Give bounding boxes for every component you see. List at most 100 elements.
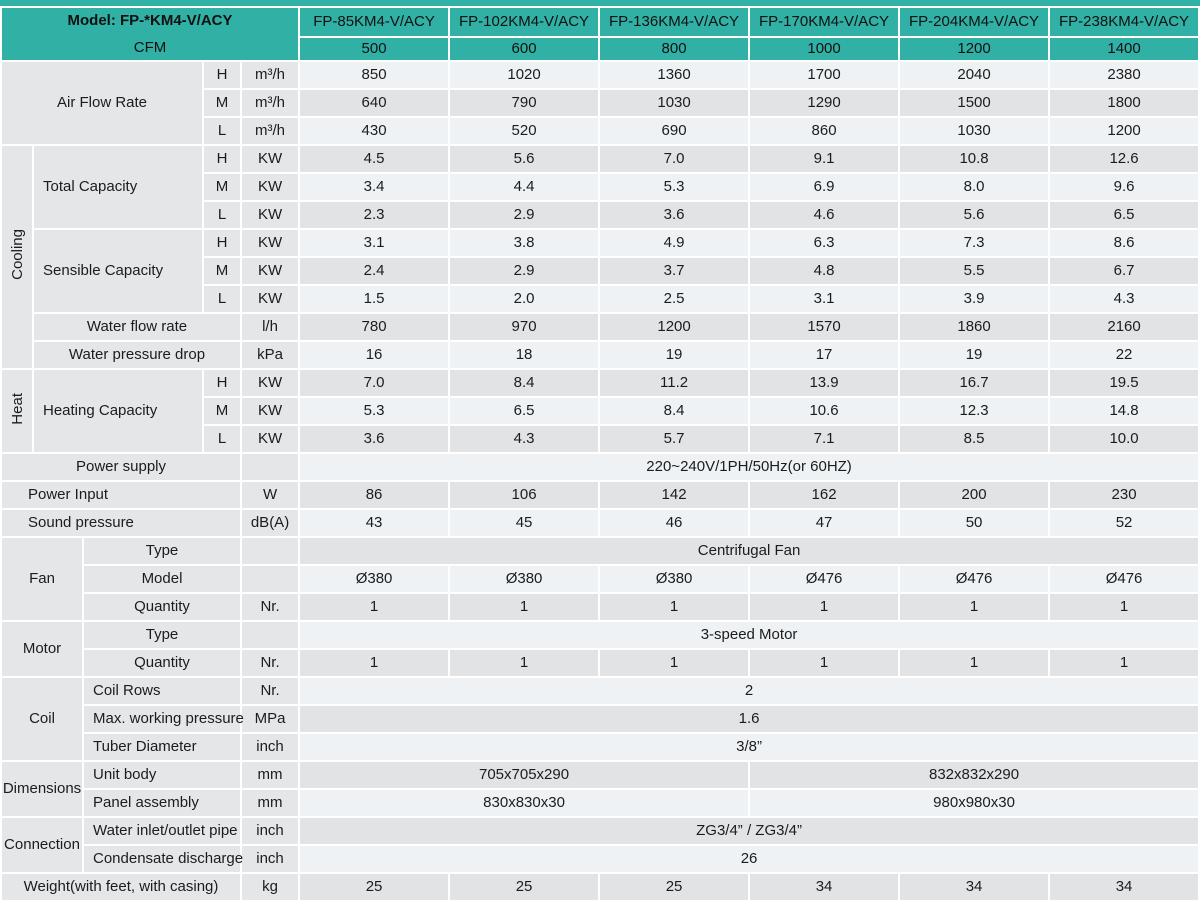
unit-cell: KW — [242, 202, 299, 228]
value-cell: 17 — [750, 342, 899, 368]
row-label: M — [204, 258, 240, 284]
value-cell: 12.3 — [900, 398, 1049, 424]
value-cell: 9.1 — [750, 146, 899, 172]
value-cell: 9.6 — [1050, 174, 1199, 200]
row-label: Condensate discharge — [84, 846, 243, 872]
cfm-header: 1200 — [900, 38, 1049, 60]
value-cell: 5.3 — [600, 174, 749, 200]
value-cell: 5.5 — [900, 258, 1049, 284]
value-cell: 3.6 — [300, 426, 449, 452]
value-cell: 2.0 — [450, 286, 599, 312]
row-label: L — [204, 426, 240, 452]
unit-cell: kg — [242, 874, 299, 900]
value-cell: 4.8 — [750, 258, 899, 284]
value-cell: 1030 — [900, 118, 1049, 144]
value-cell: 6.7 — [1050, 258, 1199, 284]
value-cell: 8.4 — [450, 370, 599, 396]
value-cell: 5.7 — [600, 426, 749, 452]
value-cell: 8.6 — [1050, 230, 1199, 256]
row-label: Unit body — [84, 762, 240, 788]
row-label: H — [204, 62, 240, 88]
value-cell: 3.4 — [300, 174, 449, 200]
unit-cell: kPa — [242, 342, 299, 368]
value-cell: 2.3 — [300, 202, 449, 228]
value-cell: 50 — [900, 510, 1049, 536]
row-label: Sensible Capacity — [34, 230, 202, 312]
cfm-label: CFM — [133, 38, 167, 56]
value-cell: 43 — [300, 510, 449, 536]
row-label: H — [204, 146, 240, 172]
group-label: Cooling — [2, 146, 32, 368]
value-cell: 1.6 — [300, 706, 1199, 732]
value-cell: 46 — [600, 510, 749, 536]
value-cell: 832x832x290 — [750, 762, 1199, 788]
value-cell: 34 — [900, 874, 1049, 900]
value-cell: 220~240V/1PH/50Hz(or 60HZ) — [300, 454, 1199, 480]
value-cell: 790 — [450, 90, 599, 116]
value-cell: 142 — [600, 482, 749, 508]
value-cell: 640 — [300, 90, 449, 116]
unit-cell: inch — [242, 734, 299, 760]
row-label: Total Capacity — [34, 146, 202, 228]
value-cell: 3.1 — [750, 286, 899, 312]
value-cell: 2.9 — [450, 258, 599, 284]
column-header: FP-204KM4-V/ACY — [900, 8, 1049, 36]
value-cell: 7.0 — [300, 370, 449, 396]
top-accent-bar — [0, 0, 1200, 6]
value-cell: 4.5 — [300, 146, 449, 172]
unit-cell — [242, 454, 299, 480]
value-cell: 162 — [750, 482, 899, 508]
value-cell: 980x980x30 — [750, 790, 1199, 816]
value-cell: 10.8 — [900, 146, 1049, 172]
value-cell: 1500 — [900, 90, 1049, 116]
value-cell: 3-speed Motor — [300, 622, 1199, 648]
value-cell: 3/8” — [300, 734, 1199, 760]
value-cell: 1200 — [600, 314, 749, 340]
value-cell: 1800 — [1050, 90, 1199, 116]
value-cell: 25 — [450, 874, 599, 900]
row-label: Sound pressure — [2, 510, 240, 536]
unit-cell: KW — [242, 174, 299, 200]
unit-cell: KW — [242, 370, 299, 396]
value-cell: 3.8 — [450, 230, 599, 256]
row-label: L — [204, 118, 240, 144]
value-cell: 25 — [600, 874, 749, 900]
value-cell: 19 — [600, 342, 749, 368]
group-label: Motor — [2, 622, 82, 676]
value-cell: 1 — [1050, 650, 1199, 676]
row-label: M — [204, 174, 240, 200]
value-cell: 690 — [600, 118, 749, 144]
value-cell: 1 — [450, 650, 599, 676]
value-cell: 106 — [450, 482, 599, 508]
unit-cell: KW — [242, 426, 299, 452]
table-title-cell: Model: FP-*KM4-V/ACY CFM — [2, 8, 299, 60]
value-cell: 4.6 — [750, 202, 899, 228]
value-cell: 6.5 — [1050, 202, 1199, 228]
value-cell: 18 — [450, 342, 599, 368]
value-cell: 6.9 — [750, 174, 899, 200]
value-cell: 1 — [300, 650, 449, 676]
value-cell: 4.4 — [450, 174, 599, 200]
unit-cell: KW — [242, 258, 299, 284]
column-header: FP-170KM4-V/ACY — [750, 8, 899, 36]
value-cell: 3.7 — [600, 258, 749, 284]
row-label: Weight(with feet, with casing) — [2, 874, 240, 900]
value-cell: 1020 — [450, 62, 599, 88]
unit-cell: mm — [242, 762, 299, 788]
column-header: FP-136KM4-V/ACY — [600, 8, 749, 36]
value-cell: 12.6 — [1050, 146, 1199, 172]
value-cell: 10.6 — [750, 398, 899, 424]
unit-cell: mm — [242, 790, 299, 816]
value-cell: 2.5 — [600, 286, 749, 312]
value-cell: 3.1 — [300, 230, 449, 256]
row-label: Quantity — [84, 650, 240, 676]
row-label: H — [204, 370, 240, 396]
value-cell: 45 — [450, 510, 599, 536]
value-cell: Ø380 — [300, 566, 449, 592]
row-label: Power supply — [2, 454, 240, 480]
value-cell: 1860 — [900, 314, 1049, 340]
row-label: Model — [84, 566, 240, 592]
value-cell: 47 — [750, 510, 899, 536]
cfm-header: 1000 — [750, 38, 899, 60]
value-cell: 430 — [300, 118, 449, 144]
